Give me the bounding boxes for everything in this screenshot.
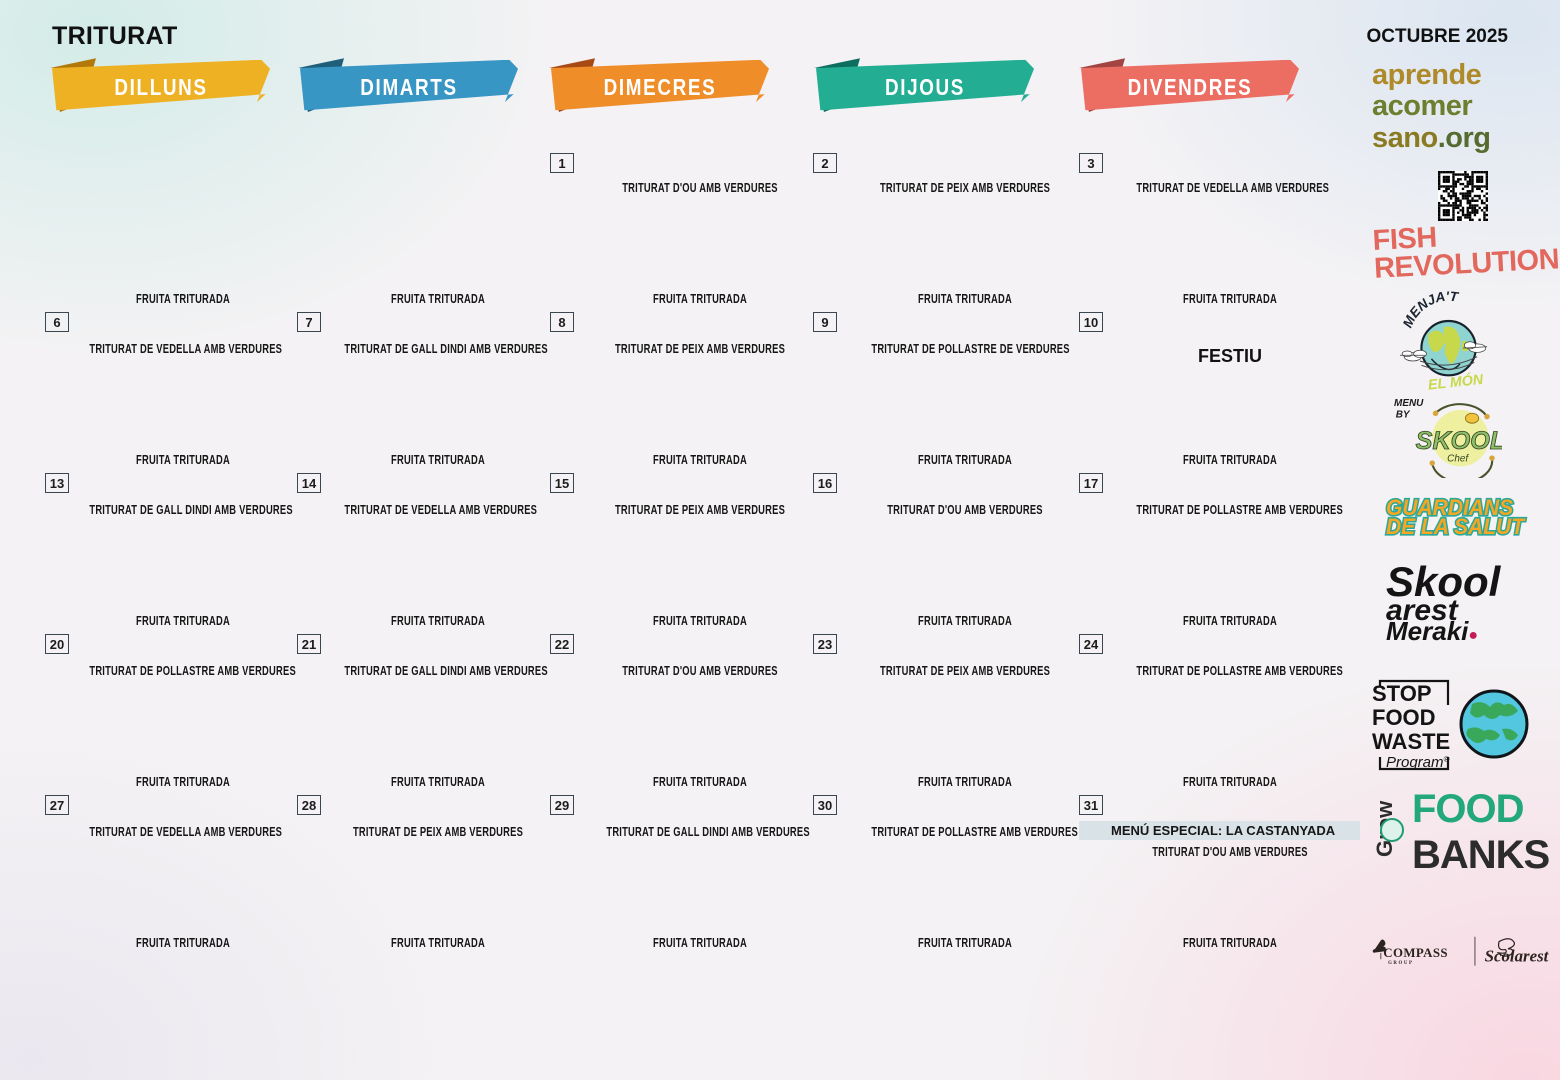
svg-text:MENU: MENU: [1394, 398, 1424, 409]
svg-text:WASTE: WASTE: [1372, 729, 1450, 754]
svg-text:SKOOL: SKOOL: [1416, 427, 1502, 455]
svg-text:Program®: Program®: [1386, 754, 1450, 771]
svg-text:BY: BY: [1396, 409, 1411, 420]
svg-text:GROUP: GROUP: [1388, 961, 1413, 966]
svg-text:FOOD: FOOD: [1372, 705, 1436, 730]
svg-text:BANKS: BANKS: [1412, 833, 1550, 877]
svg-text:FOOD: FOOD: [1412, 787, 1524, 831]
svg-text:Chef: Chef: [1447, 453, 1469, 464]
svg-text:Scolarest: Scolarest: [1485, 947, 1550, 966]
svg-text:COMPASS: COMPASS: [1383, 946, 1448, 960]
